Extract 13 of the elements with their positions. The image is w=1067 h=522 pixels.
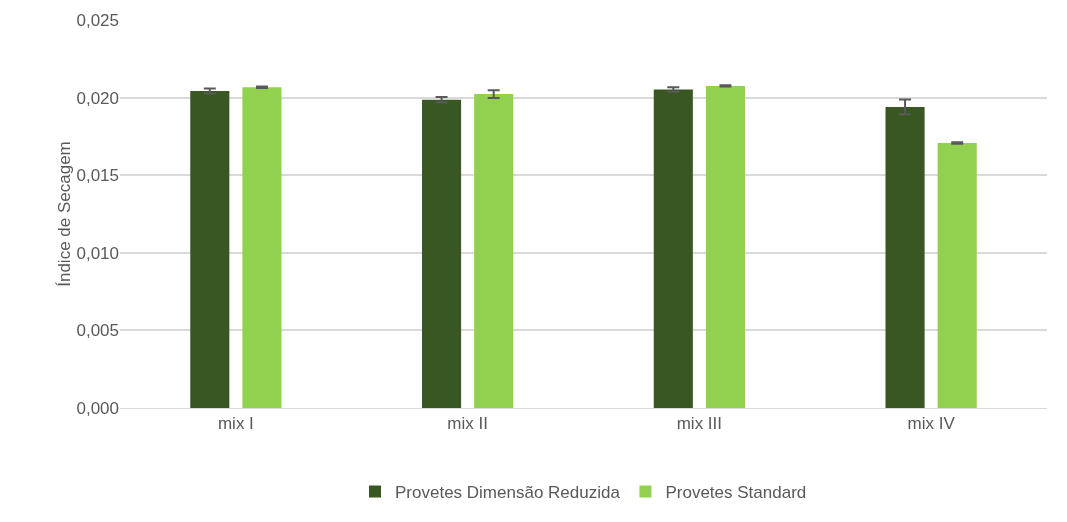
x-tick-label: mix IV xyxy=(907,414,956,434)
x-tick-label: mix II xyxy=(447,414,488,434)
y-tick-label: 0,015 xyxy=(76,166,119,186)
y-tick-label: 0,020 xyxy=(76,88,119,108)
y-tick-label: 0,000 xyxy=(76,398,119,418)
y-tick-label: 0,010 xyxy=(76,243,119,263)
y-axis-title: Índice de Secagem xyxy=(55,141,75,287)
y-tick-label: 0,025 xyxy=(76,10,119,30)
y-tick-label: 0,005 xyxy=(76,321,119,341)
legend-label: Provetes Standard xyxy=(665,483,807,503)
legend-label: Provetes Dimensão Reduzida xyxy=(395,483,621,503)
x-tick-label: mix I xyxy=(217,414,254,434)
x-tick-label: mix III xyxy=(676,414,723,434)
